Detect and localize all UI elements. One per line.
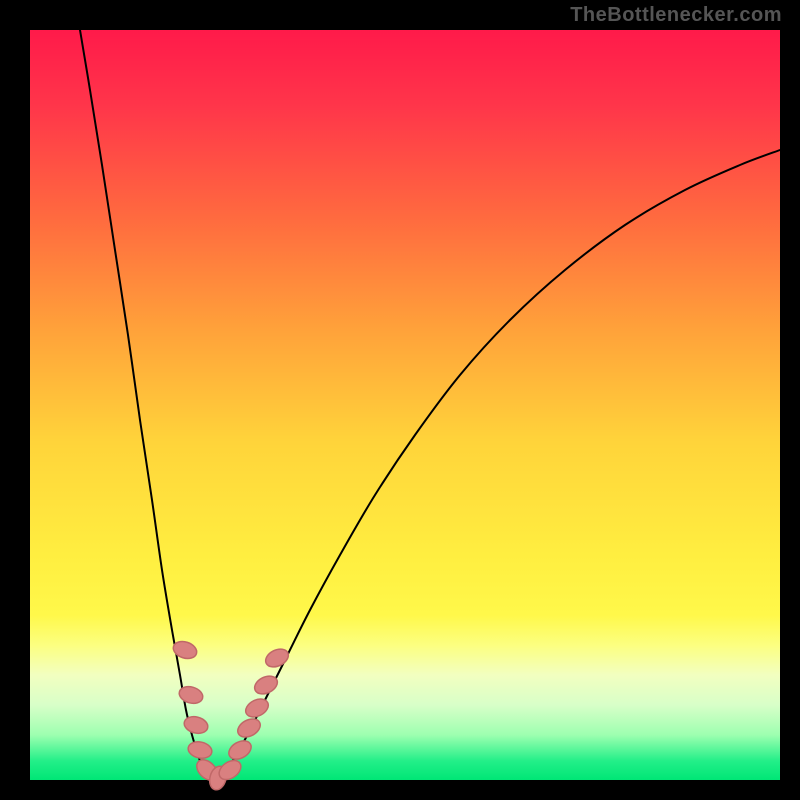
marker-dot: [243, 695, 272, 720]
marker-dot: [263, 646, 292, 671]
curve-left: [80, 30, 213, 780]
markers-group: [171, 639, 291, 792]
watermark-text: TheBottlenecker.com: [570, 4, 782, 27]
marker-dot: [171, 639, 199, 662]
marker-dot: [182, 714, 209, 735]
plot-area: [30, 30, 780, 780]
marker-dot: [187, 740, 214, 761]
marker-dot: [235, 715, 264, 740]
curve-right: [213, 150, 780, 780]
marker-dot: [226, 737, 255, 763]
chart-svg: [30, 30, 780, 780]
